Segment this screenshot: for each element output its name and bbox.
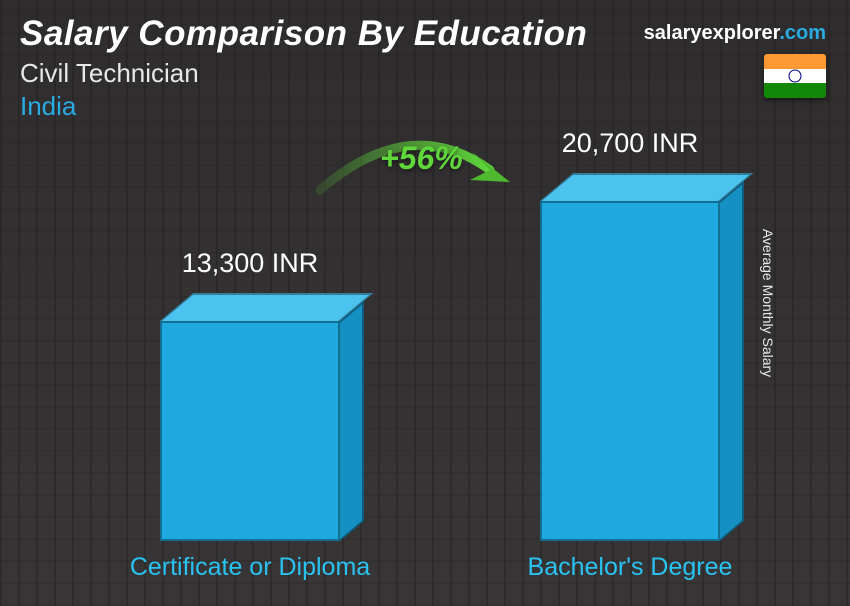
- bar-top-1: [540, 173, 753, 201]
- country-flag: [764, 54, 826, 98]
- bar-side-0: [340, 301, 364, 541]
- bar-1: [540, 201, 720, 541]
- bar-top-0: [160, 293, 373, 321]
- brand-label: salaryexplorer.com: [644, 22, 826, 45]
- brand-suffix: .com: [779, 22, 826, 44]
- header: Salary Comparison By Education Civil Tec…: [20, 14, 587, 122]
- infographic-canvas: Salary Comparison By Education Civil Tec…: [0, 0, 850, 606]
- bar-front-0: [160, 321, 340, 541]
- bar-0: [160, 321, 340, 541]
- flag-stripe-1: [764, 54, 826, 69]
- chart-title: Salary Comparison By Education: [20, 14, 587, 54]
- bar-value-1: 20,700 INR: [500, 128, 760, 159]
- bar-group-0: 13,300 INR Certificate or Diploma: [120, 248, 380, 582]
- flag-stripe-3: [764, 83, 826, 98]
- chart-country: India: [20, 91, 587, 122]
- bar-category-0: Certificate or Diploma: [120, 553, 380, 582]
- brand-name: salaryexplorer: [644, 22, 780, 44]
- bar-group-1: 20,700 INR Bachelor's Degree: [500, 128, 760, 582]
- bar-side-1: [720, 181, 744, 541]
- increase-percent: +56%: [380, 140, 463, 177]
- chart-subtitle: Civil Technician: [20, 58, 587, 89]
- chart-area: +56% 13,300 INR Certificate or Diploma 2…: [60, 150, 790, 582]
- flag-chakra-icon: [789, 70, 802, 83]
- bar-category-1: Bachelor's Degree: [500, 553, 760, 582]
- bar-value-0: 13,300 INR: [120, 248, 380, 279]
- bar-front-1: [540, 201, 720, 541]
